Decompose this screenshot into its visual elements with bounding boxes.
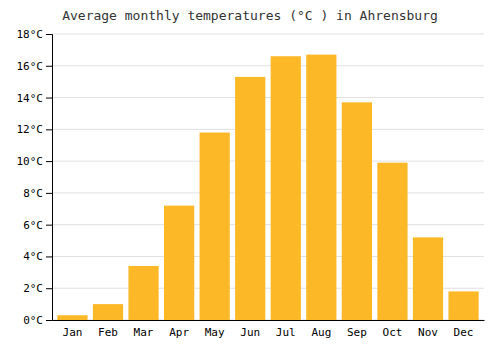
y-tick-mark (46, 288, 52, 289)
grid-line (52, 224, 484, 225)
y-tick: 14°C (17, 92, 53, 105)
x-tick-label: May (205, 326, 225, 339)
grid-line (52, 34, 484, 35)
grid-line (52, 129, 484, 130)
y-tick-mark (46, 320, 52, 321)
y-tick-mark (46, 66, 52, 67)
bar (271, 56, 301, 320)
x-tick-label: Dec (454, 326, 474, 339)
x-tick-label: Oct (383, 326, 403, 339)
x-tick-label: Nov (418, 326, 438, 339)
x-tick: Apr (169, 326, 189, 339)
bars (57, 55, 478, 320)
y-tick-mark (46, 98, 52, 99)
y-tick-label: 12°C (17, 123, 44, 136)
grid-line (52, 65, 484, 66)
x-tick-label: Sep (347, 326, 367, 339)
x-tick-label: Jan (63, 326, 83, 339)
grid-line (52, 97, 484, 98)
bar (235, 77, 265, 320)
y-tick-label: 16°C (17, 60, 44, 73)
x-tick-label: Aug (311, 326, 331, 339)
y-tick: 8°C (23, 187, 52, 200)
y-tick-mark (46, 161, 52, 162)
chart: Average monthly temperatures (°C ) in Ah… (0, 0, 500, 350)
y-tick: 6°C (23, 219, 52, 232)
plot: Jan Feb Mar Apr May Jun Jul Aug Sep Oct Nov Dec 0°C 2… (17, 28, 485, 339)
grid-line (52, 192, 484, 193)
bar (413, 237, 443, 320)
y-tick-mark (46, 193, 52, 194)
x-tick: Dec (454, 326, 474, 339)
y-tick: 16°C (17, 60, 53, 73)
y-tick-mark (46, 256, 52, 257)
x-tick-label: Feb (98, 326, 118, 339)
x-axis: Jan Feb Mar Apr May Jun Jul Aug Sep Oct Nov Dec (53, 321, 485, 339)
y-tick-label: 10°C (17, 155, 44, 168)
y-tick: 18°C (17, 28, 53, 41)
y-tick-label: 8°C (23, 187, 43, 200)
bar (200, 133, 230, 320)
y-tick: 2°C (23, 282, 52, 295)
bar (342, 102, 372, 320)
axis-line (53, 320, 485, 321)
x-tick: Aug (311, 326, 331, 339)
x-tick: Mar (134, 326, 154, 339)
y-tick-label: 14°C (17, 92, 44, 105)
bar (377, 163, 407, 320)
y-tick-label: 0°C (23, 314, 43, 327)
title: Average monthly temperatures (°C ) in Ah… (62, 8, 438, 23)
y-tick-label: 18°C (17, 28, 44, 41)
x-tick: Oct (383, 326, 403, 339)
bar (306, 55, 336, 320)
bar (93, 304, 123, 320)
y-tick-mark (46, 129, 52, 130)
x-tick: Jan (63, 326, 83, 339)
x-tick: Jul (276, 326, 296, 339)
grid-line (52, 161, 484, 162)
x-tick: Feb (98, 326, 118, 339)
y-tick-label: 4°C (23, 250, 43, 263)
x-tick-label: Apr (169, 326, 189, 339)
y-tick-mark (46, 34, 52, 35)
y-tick: 4°C (23, 250, 52, 263)
y-tick-label: 2°C (23, 282, 43, 295)
y-tick: 0°C (23, 314, 52, 327)
x-tick-label: Jun (240, 326, 260, 339)
x-tick: Nov (418, 326, 438, 339)
x-tick: Sep (347, 326, 367, 339)
y-tick: 10°C (17, 155, 53, 168)
y-tick: 12°C (17, 123, 53, 136)
y-tick-label: 6°C (23, 219, 43, 232)
y-tick-mark (46, 225, 52, 226)
x-tick: May (205, 326, 225, 339)
x-tick-label: Jul (276, 326, 296, 339)
grid (52, 34, 484, 320)
axis-line (46, 35, 53, 321)
bar (57, 315, 87, 320)
bar (448, 291, 478, 320)
x-tick-label: Mar (134, 326, 154, 339)
bar (128, 266, 158, 320)
bar (164, 206, 194, 320)
x-tick: Jun (240, 326, 260, 339)
y-axis: 0°C 2°C 4°C 6°C 8°C 10°C 12°C 14°C 16°C 18°C (17, 28, 53, 327)
